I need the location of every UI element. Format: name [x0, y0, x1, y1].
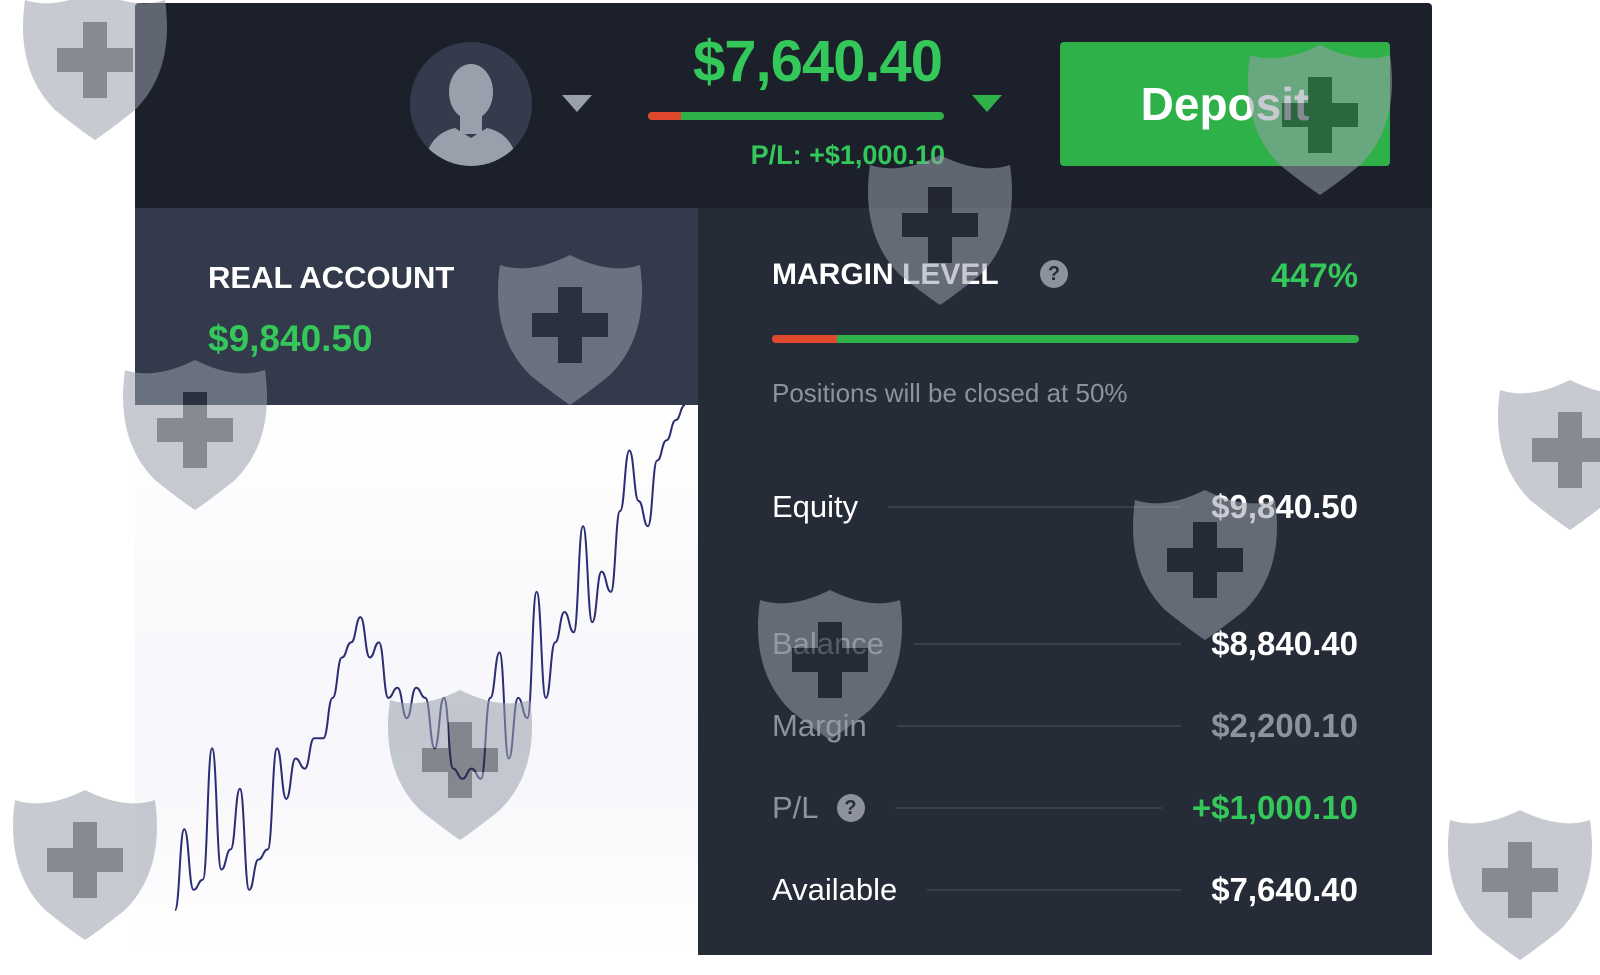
- margin-panel: [698, 208, 1432, 955]
- margin-note: Positions will be closed at 50%: [772, 378, 1128, 408]
- available-progress-bar: [648, 112, 944, 120]
- margin-level-value: 447%: [1271, 257, 1358, 295]
- equity-line: [174, 404, 686, 911]
- equity-chart: [135, 404, 698, 955]
- account-type-label: REAL ACCOUNT: [208, 260, 455, 295]
- shield-watermark-icon: [1448, 810, 1592, 960]
- row-value: +$1,000.10: [1191, 789, 1358, 826]
- help-icon[interactable]: ?: [836, 794, 865, 822]
- user-avatar-icon[interactable]: [410, 42, 532, 166]
- equity-row: Equity $9,840.50: [772, 487, 1358, 527]
- shield-watermark-icon: [1498, 380, 1600, 530]
- divider: [894, 807, 1162, 809]
- margin-level-label: MARGIN LEVEL: [772, 258, 999, 291]
- margin-bar-red-segment: [772, 335, 837, 343]
- available-amount: $7,640.40: [692, 29, 943, 94]
- row-label: Equity: [772, 489, 859, 524]
- divider: [896, 725, 1182, 727]
- divider: [927, 889, 1182, 891]
- account-value: $9,840.50: [208, 318, 373, 359]
- account-caret-down-icon[interactable]: [562, 95, 592, 112]
- help-icon[interactable]: ?: [1040, 260, 1068, 288]
- divider: [888, 506, 1182, 508]
- margin-level-bar: [772, 335, 1359, 343]
- header-pl: P/L: +$1,000.10: [750, 140, 945, 170]
- pl-row: P/L ? +$1,000.10: [772, 788, 1358, 828]
- margin-row: Margin $2,200.10: [772, 706, 1358, 746]
- row-label: Available: [772, 872, 898, 907]
- available-row: Available $7,640.40: [772, 870, 1358, 910]
- divider: [914, 643, 1182, 645]
- row-value: $9,840.50: [1211, 488, 1358, 525]
- row-value: $8,840.40: [1211, 625, 1358, 662]
- row-label: P/L: [772, 790, 819, 825]
- real-account-panel[interactable]: [135, 208, 698, 405]
- row-label: Margin: [772, 708, 867, 743]
- person-silhouette-icon: [424, 64, 518, 166]
- row-value: $7,640.40: [1211, 871, 1358, 908]
- progress-red-segment: [648, 112, 681, 120]
- row-label: Balance: [772, 626, 885, 661]
- row-value: $2,200.10: [1211, 707, 1358, 744]
- balance-caret-down-icon[interactable]: [972, 95, 1002, 112]
- balance-row: Balance $8,840.40: [772, 624, 1358, 664]
- chart-svg: [174, 404, 686, 911]
- deposit-button[interactable]: Deposit: [1060, 42, 1390, 166]
